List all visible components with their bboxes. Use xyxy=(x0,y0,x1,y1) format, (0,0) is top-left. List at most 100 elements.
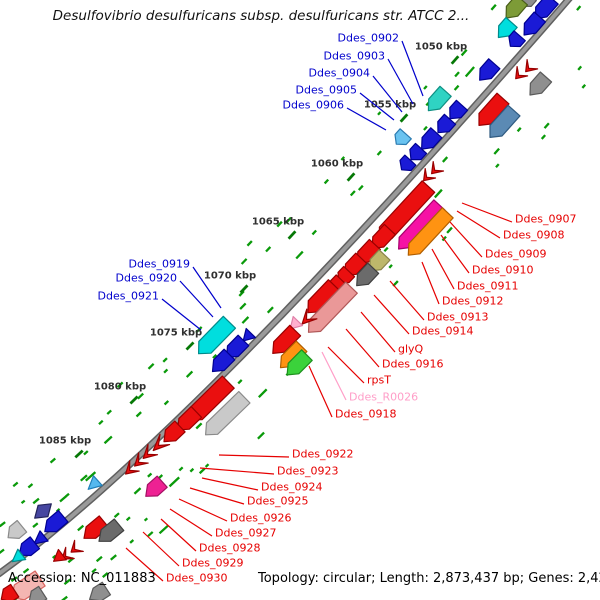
gene-arrow[interactable] xyxy=(11,548,27,563)
gene-arrow[interactable] xyxy=(515,65,529,80)
gene-arrow[interactable] xyxy=(134,452,149,467)
gene-arrow[interactable] xyxy=(399,154,417,172)
gene-label[interactable]: rpsT xyxy=(367,374,391,387)
gene-arrow[interactable] xyxy=(286,349,313,376)
gene-arrow[interactable] xyxy=(421,127,443,150)
status-accession: Accession: NC_011883 xyxy=(8,571,156,586)
gene-label[interactable]: Ddes_0925 xyxy=(247,495,308,508)
gene-arrow[interactable] xyxy=(272,324,302,354)
gene-arrow[interactable] xyxy=(423,168,437,182)
gene-label[interactable]: Ddes_0929 xyxy=(182,557,243,570)
gene-arrow[interactable] xyxy=(394,128,412,146)
gene-label[interactable]: Ddes_0902 xyxy=(338,32,399,45)
scale-tick-mark xyxy=(399,113,409,123)
gene-label[interactable]: Ddes_0926 xyxy=(230,512,291,525)
gene-arrow[interactable] xyxy=(508,30,526,48)
gene-arrow[interactable] xyxy=(301,308,318,325)
gene-label[interactable]: Ddes_0912 xyxy=(442,295,503,308)
gene-label[interactable]: Ddes_0911 xyxy=(457,280,518,293)
gene-arrow[interactable] xyxy=(52,548,67,562)
gene-label[interactable]: Ddes_0920 xyxy=(116,272,177,285)
scale-tick-mark xyxy=(239,284,249,294)
gene-label[interactable]: Ddes_0928 xyxy=(199,542,260,555)
gene-arrow[interactable] xyxy=(98,518,125,542)
annotation-dash xyxy=(441,156,449,163)
gene-label[interactable]: Ddes_0908 xyxy=(503,229,564,242)
gene-arrow[interactable] xyxy=(523,11,547,36)
leader-line xyxy=(218,454,290,458)
gene-arrow[interactable] xyxy=(88,581,112,600)
gene-arrow[interactable] xyxy=(525,58,539,73)
gene-arrow[interactable] xyxy=(427,85,452,112)
gene-arrow[interactable] xyxy=(529,71,553,96)
gene-arrow[interactable] xyxy=(145,475,168,497)
gene-arrow[interactable] xyxy=(142,443,159,459)
gene-label[interactable]: Ddes_0916 xyxy=(382,358,443,371)
gene-label[interactable]: Ddes_0906 xyxy=(283,99,344,112)
gene-arrow[interactable] xyxy=(87,475,103,490)
gene-label[interactable]: Ddes_0904 xyxy=(309,67,370,80)
gene-label[interactable]: Ddes_0909 xyxy=(485,248,546,261)
leader-line xyxy=(169,508,213,537)
gene-arrow[interactable] xyxy=(307,281,358,333)
gene-arrow[interactable] xyxy=(33,530,49,545)
gene-label[interactable]: Ddes_0907 xyxy=(515,213,576,226)
gene-label[interactable]: Ddes_0923 xyxy=(277,465,338,478)
gene-arrow[interactable] xyxy=(0,583,20,600)
gene-arrow[interactable] xyxy=(18,536,41,557)
leader-line xyxy=(346,107,387,131)
annotation-dash xyxy=(433,188,443,199)
gene-label[interactable]: Ddes_0918 xyxy=(335,408,396,421)
gene-arrow[interactable] xyxy=(505,0,529,19)
gene-arrow[interactable] xyxy=(70,539,84,553)
gene-label[interactable]: Ddes_R0026 xyxy=(349,391,418,404)
annotation-dash xyxy=(106,409,112,415)
gene-label[interactable]: Ddes_0930 xyxy=(166,572,227,585)
annotation-dash xyxy=(143,517,149,522)
gene-label[interactable]: Ddes_0919 xyxy=(129,258,190,271)
scale-tick-label: 1080 kbp xyxy=(94,382,146,393)
gene-arrow[interactable] xyxy=(409,142,428,161)
gene-arrow[interactable] xyxy=(449,99,469,120)
gene-arrow[interactable] xyxy=(356,262,380,287)
gene-arrow[interactable] xyxy=(28,585,48,600)
gene-arrow[interactable] xyxy=(7,519,28,540)
gene-arrow[interactable] xyxy=(211,348,236,373)
status-topology: Topology: circular; Length: 2,873,437 bp… xyxy=(258,571,600,586)
gene-arrow[interactable] xyxy=(289,315,304,330)
gene-label[interactable]: Ddes_0924 xyxy=(261,481,322,494)
gene-label[interactable]: Ddes_0913 xyxy=(427,311,488,324)
gene-arrow[interactable] xyxy=(44,509,69,533)
annotation-dash xyxy=(198,467,206,475)
annotation-dash xyxy=(0,521,6,528)
gene-arrow[interactable] xyxy=(437,113,457,134)
gene-arrow[interactable] xyxy=(478,92,510,127)
gene-arrow[interactable] xyxy=(11,570,46,600)
gene-arrow[interactable] xyxy=(489,104,521,138)
gene-arrow[interactable] xyxy=(407,207,454,256)
gene-arrow[interactable] xyxy=(152,433,171,452)
gene-label[interactable]: glyQ xyxy=(398,343,424,356)
gene-arrow[interactable] xyxy=(279,340,308,369)
gene-arrow[interactable] xyxy=(163,420,186,443)
gene-arrow[interactable] xyxy=(431,161,445,175)
gene-label[interactable]: Ddes_0927 xyxy=(215,527,276,540)
gene-arrow[interactable] xyxy=(242,327,257,342)
annotation-dash xyxy=(295,250,304,260)
gene-arrow[interactable] xyxy=(34,503,52,519)
gene-arrow[interactable] xyxy=(205,390,251,436)
gene-label[interactable]: Ddes_0914 xyxy=(412,325,473,338)
gene-label[interactable]: Ddes_0921 xyxy=(98,290,159,303)
gene-arrow[interactable] xyxy=(124,460,140,475)
gene-arrow[interactable] xyxy=(307,279,341,314)
gene-arrow[interactable] xyxy=(198,315,237,355)
scale-tick-mark xyxy=(185,341,195,351)
annotation-dash xyxy=(239,302,247,310)
gene-label[interactable]: Ddes_0903 xyxy=(324,50,385,63)
gene-label[interactable]: Ddes_0910 xyxy=(472,264,533,277)
gene-label[interactable]: Ddes_0905 xyxy=(296,84,357,97)
gene-label[interactable]: Ddes_0922 xyxy=(292,448,353,461)
gene-arrow[interactable] xyxy=(479,58,501,81)
annotation-dash xyxy=(189,467,195,473)
